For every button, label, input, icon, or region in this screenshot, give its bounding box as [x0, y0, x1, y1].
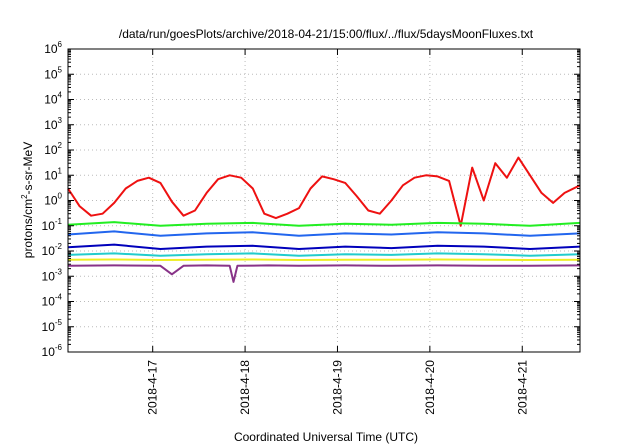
chart-title: /data/run/goesPlots/archive/2018-04-21/1…: [119, 27, 534, 41]
x-axis-ticks: 2018-4-17 2018-4-18 2018-4-19 2018-4-20 2018…: [146, 49, 529, 415]
x-tick-label: 2018-4-19: [330, 360, 344, 415]
y-tick-base: 10: [42, 219, 56, 233]
y-tick-exponent: -2: [55, 242, 63, 251]
series-line-4: [67, 243, 581, 250]
y-axis-label: protons/cm2-s-sr-MeV: [20, 142, 35, 258]
y-tick-base: 10: [44, 42, 58, 56]
y-tick-label: 105: [44, 65, 62, 81]
y-tick-exponent: 4: [58, 91, 63, 100]
y-tick-exponent: 1: [58, 166, 63, 175]
y-label-main: protons/cm: [21, 199, 35, 258]
y-tick-label: 103: [44, 116, 62, 132]
y-tick-label: 102: [44, 141, 62, 157]
y-axis-ticks: 10-610-510-410-310-210-11001011021031041…: [42, 40, 580, 359]
y-tick-base: 10: [44, 93, 58, 107]
y-tick-base: 10: [42, 295, 56, 309]
series-line-1: [67, 156, 581, 227]
y-tick-base: 10: [44, 194, 58, 208]
y-tick-exponent: 5: [58, 65, 63, 74]
y-tick-base: 10: [42, 269, 56, 283]
y-tick-exponent: -4: [55, 293, 63, 302]
y-tick-exponent: -1: [55, 217, 63, 226]
series-line-7: [67, 264, 581, 283]
y-tick-exponent: -6: [55, 343, 63, 352]
y-tick-label: 106: [44, 40, 62, 56]
grid-lines: [68, 49, 580, 352]
y-label-rest: -s-sr-MeV: [21, 142, 35, 195]
y-tick-base: 10: [42, 345, 56, 359]
x-tick-label: 2018-4-21: [515, 360, 529, 415]
series-line-3: [67, 230, 581, 237]
y-tick-exponent: 0: [58, 192, 63, 201]
y-tick-base: 10: [44, 143, 58, 157]
y-tick-base: 10: [42, 244, 56, 258]
y-tick-exponent: 6: [58, 40, 63, 49]
y-tick-label: 10-2: [42, 242, 63, 258]
y-tick-label: 10-4: [42, 293, 63, 309]
y-tick-exponent: 2: [58, 141, 63, 150]
y-tick-exponent: 3: [58, 116, 63, 125]
y-tick-base: 10: [42, 320, 56, 334]
y-label-sup: 2: [20, 194, 29, 199]
series-line-6: [67, 258, 581, 261]
y-tick-label: 101: [44, 166, 62, 182]
y-tick-exponent: -5: [55, 318, 63, 327]
x-tick-label: 2018-4-17: [146, 360, 160, 415]
series-layer: [67, 156, 581, 283]
y-tick-label: 100: [44, 192, 62, 208]
x-tick-label: 2018-4-20: [423, 360, 437, 415]
y-tick-base: 10: [44, 168, 58, 182]
x-tick-label: 2018-4-18: [238, 360, 252, 415]
series-line-2: [67, 221, 581, 227]
y-tick-exponent: -3: [55, 267, 63, 276]
series-line-5: [67, 252, 581, 257]
y-tick-base: 10: [44, 118, 58, 132]
y-tick-label: 10-6: [42, 343, 63, 359]
y-tick-label: 10-3: [42, 267, 63, 283]
y-tick-label: 10-5: [42, 318, 63, 334]
y-tick-base: 10: [44, 67, 58, 81]
x-axis-label: Coordinated Universal Time (UTC): [234, 430, 418, 444]
y-tick-label: 104: [44, 91, 62, 107]
y-tick-label: 10-1: [42, 217, 63, 233]
